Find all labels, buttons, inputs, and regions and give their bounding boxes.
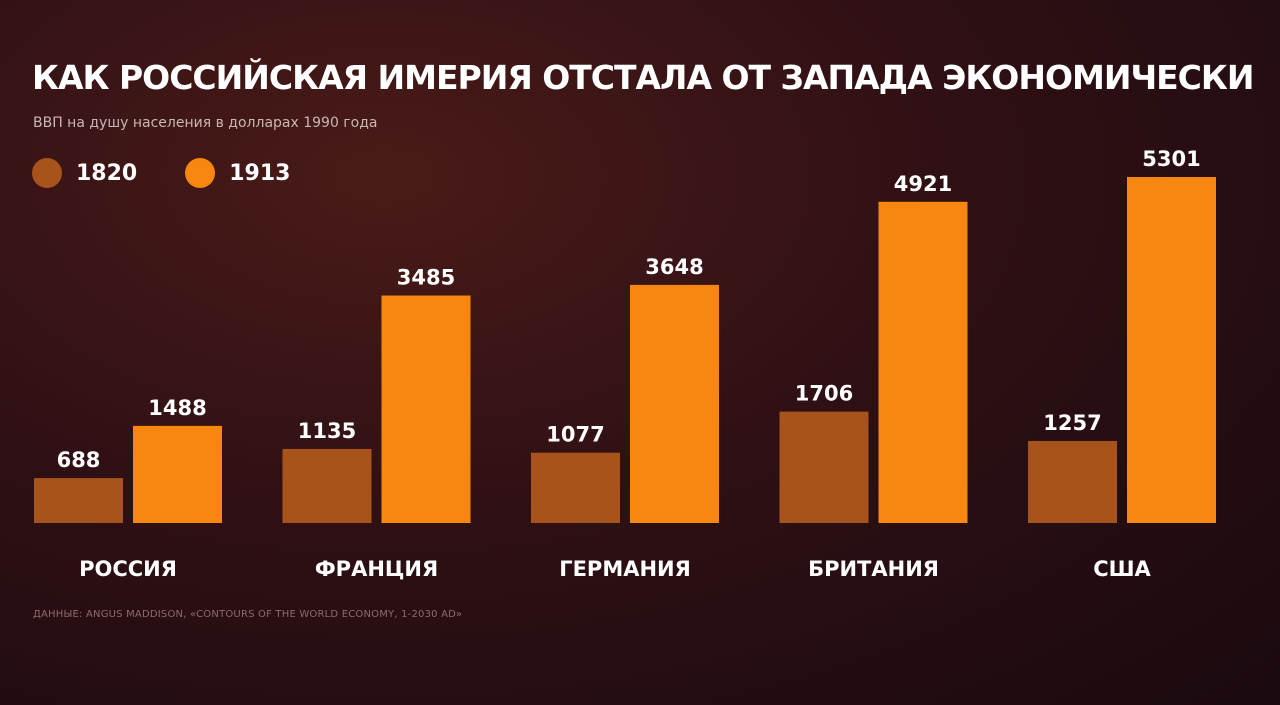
- data-label-1913: 5301: [1142, 147, 1200, 171]
- category-label: ФРАНЦИЯ: [315, 557, 438, 581]
- bar-group: 688 1488 РОССИЯ: [34, 396, 222, 581]
- source-note: ДАННЫЕ: ANGUS MADDISON, «CONTOURS OF THE…: [33, 609, 463, 620]
- bar-1913: [878, 201, 968, 524]
- legend-swatch-1913: [185, 158, 216, 188]
- category-label: ГЕРМАНИЯ: [559, 557, 691, 581]
- legend-label-1913: 1913: [229, 160, 291, 186]
- category-label: РОССИЯ: [79, 557, 177, 581]
- chart-title: КАК РОССИЙСКАЯ ИМЕРИЯ ОТСТАЛА ОТ ЗАПАДА …: [32, 58, 1254, 97]
- data-label-1820: 1257: [1043, 411, 1101, 435]
- category-label: БРИТАНИЯ: [808, 557, 939, 581]
- category-label: США: [1093, 557, 1151, 581]
- bar-1820: [282, 448, 372, 523]
- bar-1913: [381, 295, 471, 523]
- bar-1913: [1127, 177, 1216, 523]
- chart-subtitle: ВВП на душу населения в долларах 1990 го…: [33, 115, 378, 131]
- legend-item-1820: 1820: [32, 158, 137, 188]
- legend-item-1913: 1913: [185, 158, 290, 188]
- bar-1820: [531, 452, 620, 523]
- bar-1913: [133, 425, 222, 523]
- bar-1913: [630, 284, 719, 523]
- bar-group: 1077 3648 ГЕРМАНИЯ: [531, 255, 719, 581]
- data-label-1913: 1488: [148, 396, 206, 420]
- data-label-1913: 3485: [397, 266, 455, 290]
- data-label-1820: 1077: [546, 423, 604, 447]
- bar-1820: [779, 411, 869, 523]
- data-label-1820: 688: [57, 448, 101, 472]
- bar-group: 1706 4921 БРИТАНИЯ: [779, 172, 968, 581]
- legend-label-1820: 1820: [76, 160, 138, 186]
- legend: 1820 1913: [32, 158, 338, 188]
- bar-group: 1257 5301 США: [1028, 147, 1216, 581]
- legend-swatch-1820: [32, 158, 62, 188]
- data-label-1820: 1706: [795, 382, 853, 406]
- bar-1820: [1028, 440, 1117, 523]
- data-label-1913: 4921: [894, 172, 952, 196]
- bar-1820: [34, 478, 123, 523]
- data-label-1820: 1135: [298, 419, 356, 443]
- bar-group: 1135 3485 ФРАНЦИЯ: [282, 266, 471, 581]
- data-label-1913: 3648: [645, 255, 703, 279]
